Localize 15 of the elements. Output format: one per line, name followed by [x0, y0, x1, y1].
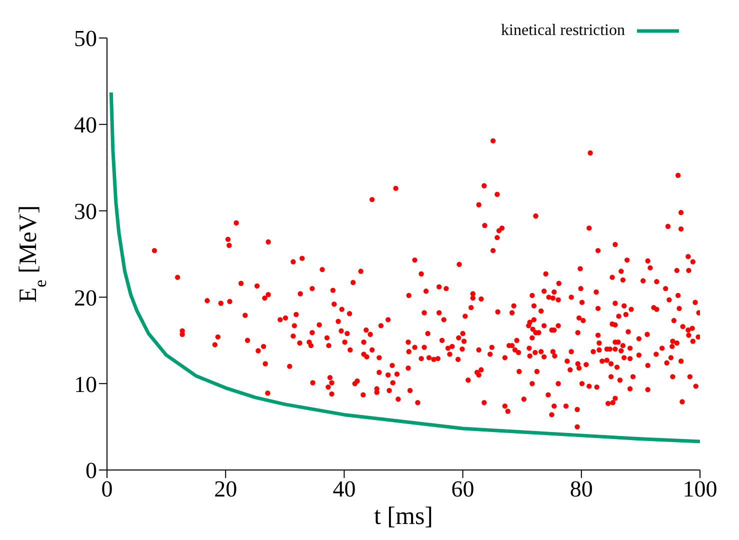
x-tick-label: 100: [682, 476, 718, 502]
y-tick-label: 50: [74, 26, 97, 52]
x-tick-label: 40: [332, 476, 356, 502]
x-tick-label: 80: [570, 476, 593, 502]
y-tick-label: 20: [74, 285, 97, 310]
x-tick-label: 20: [214, 476, 238, 502]
y-tick-label: 40: [74, 112, 97, 138]
x-tick-label: 0: [101, 476, 113, 502]
y-tick-label: 0: [86, 458, 97, 484]
line-series: [109, 90, 700, 444]
x-tick-label: 60: [451, 476, 474, 502]
y-tick-label: 30: [74, 198, 97, 224]
legend-label: kinetical restriction: [501, 22, 625, 40]
y-tick-label: 10: [74, 372, 97, 397]
x-axis-title: t [ms]: [374, 503, 434, 530]
